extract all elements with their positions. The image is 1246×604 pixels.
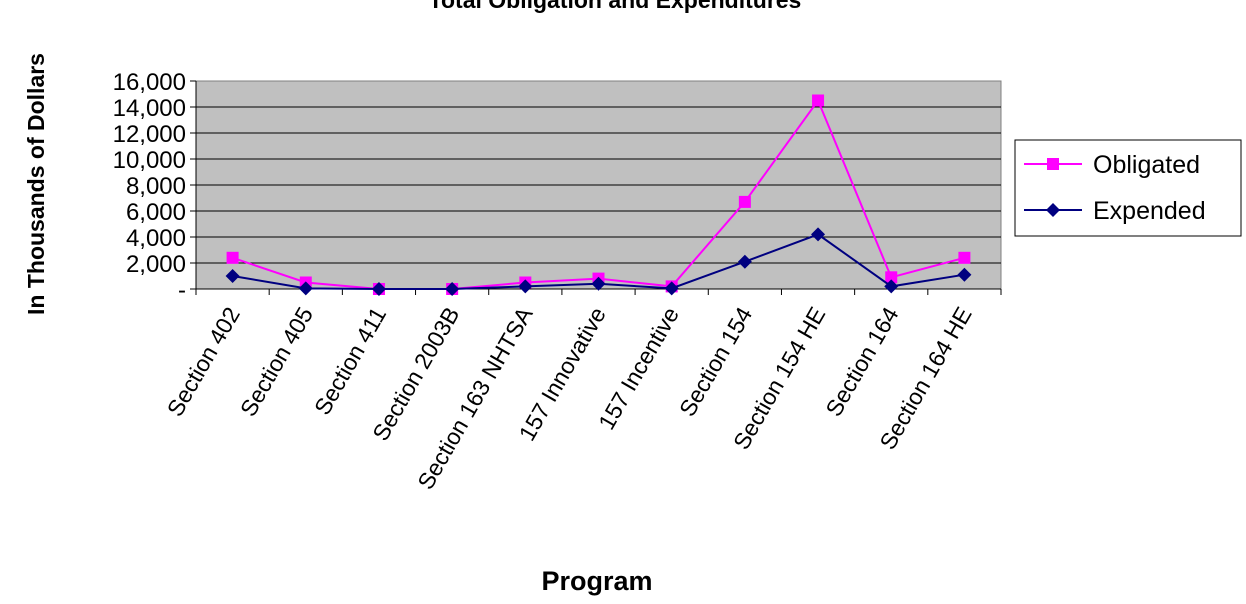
data-point-expended	[811, 227, 826, 242]
data-point-expended	[225, 269, 240, 283]
y-tick-label: 16,000	[113, 69, 186, 96]
data-point-obligated	[885, 271, 898, 284]
y-tick-label: 8,000	[126, 173, 186, 200]
gridlines	[196, 106, 1001, 264]
data-point-expended	[737, 254, 752, 269]
y-tick-label: -	[178, 277, 186, 304]
data-point-expended	[884, 279, 899, 294]
legend: Obligated Expended	[1014, 139, 1242, 237]
data-point-obligated	[812, 94, 825, 107]
data-point-expended	[591, 276, 606, 291]
data-point-obligated	[738, 195, 751, 208]
legend-label-obligated: Obligated	[1093, 151, 1200, 179]
x-tick-label: Section 154	[674, 302, 757, 420]
y-tick-label: 14,000	[113, 95, 186, 122]
x-tick-label: Section 164	[820, 302, 903, 420]
y-tick-label: 6,000	[126, 199, 186, 226]
data-point-expended	[298, 281, 313, 296]
y-axis-label: In Thousands of Dollars	[23, 53, 49, 315]
legend-marker-expended	[1046, 203, 1060, 217]
series-expended	[225, 227, 972, 296]
y-tick-label: 2,000	[126, 251, 186, 278]
x-tick-label: Section 405	[235, 303, 318, 421]
y-tick-label: 4,000	[126, 225, 186, 252]
x-axis-label: Program	[541, 566, 652, 596]
x-tick-label: Section 402	[162, 303, 245, 421]
chart-title: Total Obligation and Expenditures	[429, 0, 802, 13]
y-tick-label: 10,000	[113, 147, 186, 174]
data-point-obligated	[226, 251, 239, 264]
data-point-expended	[445, 282, 460, 296]
legend-label-expended: Expended	[1093, 197, 1206, 225]
legend-box	[1014, 139, 1242, 237]
legend-marker-obligated	[1047, 158, 1059, 170]
data-point-obligated	[958, 251, 971, 264]
data-point-expended	[957, 267, 972, 282]
x-tick-label: Section 411	[309, 303, 391, 420]
data-point-expended	[371, 282, 386, 296]
series-layer	[225, 94, 972, 296]
y-tick-label: 12,000	[113, 121, 186, 148]
data-point-expended	[664, 281, 679, 296]
data-point-expended	[518, 279, 533, 294]
